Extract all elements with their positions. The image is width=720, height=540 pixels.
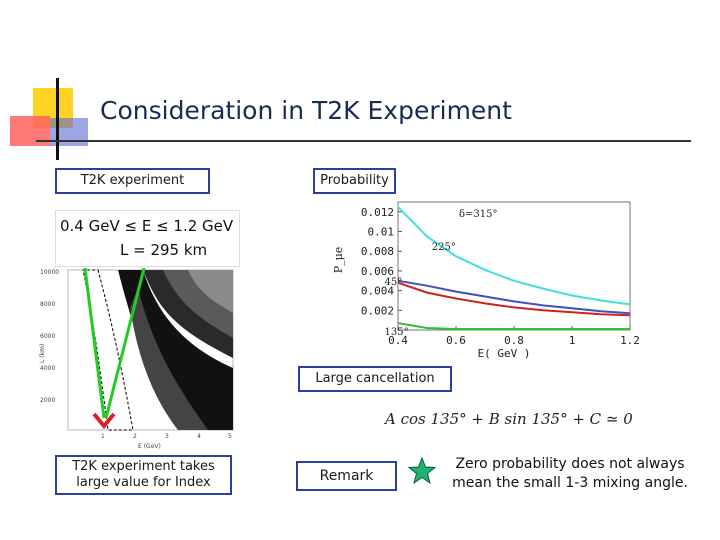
series-label: 225° (432, 242, 456, 253)
title-underline (36, 140, 691, 142)
left-y-tick: 10000 (40, 269, 59, 276)
y-tick-label: 0.012 (361, 206, 394, 219)
x-axis-label: E( GeV ) (478, 347, 531, 360)
arrow-right-line (104, 268, 146, 419)
t2k-takes-label: T2K experiment takes large value for Ind… (55, 455, 232, 495)
series-line (397, 279, 631, 315)
zero-probability-note: Zero probability does not always mean th… (452, 456, 688, 491)
contour-band-5 (130, 288, 208, 430)
x-tick-label: 1 (569, 334, 576, 347)
left-x-label: E (GeV) (138, 443, 161, 450)
y-tick-label: 0.004 (361, 285, 394, 298)
plot-axes: 0.4 0.6 0.8 1 1.2 0.012 0.01 0.008 0.006 0.004 0.0… (332, 201, 640, 360)
left-y-tick: 8000 (40, 301, 55, 308)
x-tick-label: 0.8 (504, 334, 524, 347)
left-y-tick: 4000 (40, 365, 55, 372)
energy-range: 0.4 GeV ≤ E ≤ 1.2 GeV (60, 217, 234, 235)
left-y-label: L (km) (39, 344, 46, 363)
remark-label: Remark (296, 461, 397, 491)
x-tick-label: 0.6 (446, 334, 466, 347)
probability-label: Probability (313, 168, 396, 194)
left-x-tick: 3 (165, 433, 169, 440)
t2k-experiment-label: T2K experiment (55, 168, 210, 194)
left-y-tick: 2000 (40, 397, 55, 404)
left-x-tick: 1 (101, 433, 105, 440)
left-x-tick: 4 (197, 433, 201, 440)
contour-plot: 10000 8000 6000 4000 2000 1 2 3 4 5 E (G… (39, 268, 234, 450)
star-icon (408, 457, 436, 485)
y-tick-label: 0.006 (361, 265, 394, 278)
arrow-left-line (83, 268, 106, 419)
contour-band-3 (188, 270, 233, 313)
y-tick-label: 0.008 (361, 245, 394, 258)
x-tick-label: 1.2 (620, 334, 640, 347)
cancellation-equation: A cos 135° + B sin 135° + C ≃ 0 (385, 410, 633, 428)
baseline-length: L = 295 km (120, 241, 208, 259)
series-labels: δ=315° 225° 45° 135° (385, 209, 498, 338)
left-x-tick: 2 (133, 433, 137, 440)
series-line (397, 206, 631, 306)
plot-series (397, 206, 631, 330)
series-label: 135° (385, 327, 409, 338)
left-y-tick: 6000 (40, 333, 55, 340)
series-label: 45° (385, 277, 403, 288)
probability-plot: 0.4 0.6 0.8 1 1.2 0.012 0.01 0.008 0.006 0.004 0.0… (332, 201, 640, 360)
operating-point-marker (92, 412, 116, 430)
y-axis-label: P_μe (332, 247, 345, 274)
plot-frame (397, 201, 631, 331)
x-tick-label: 0.4 (388, 334, 408, 347)
y-tick-label: 0.01 (368, 226, 395, 239)
series-label: δ=315° (459, 209, 498, 220)
left-x-tick: 5 (228, 433, 232, 440)
energy-baseline-formula: 0.4 GeV ≤ E ≤ 1.2 GeV L = 295 km (55, 210, 240, 267)
large-cancellation-label: Large cancellation (298, 366, 452, 392)
decor-vertical-line (56, 78, 59, 160)
series-line (397, 281, 631, 317)
y-tick-label: 0.002 (361, 304, 394, 317)
series-line (397, 322, 630, 330)
slide-title: Consideration in T2K Experiment (100, 96, 512, 125)
contour-band-4 (118, 270, 233, 430)
